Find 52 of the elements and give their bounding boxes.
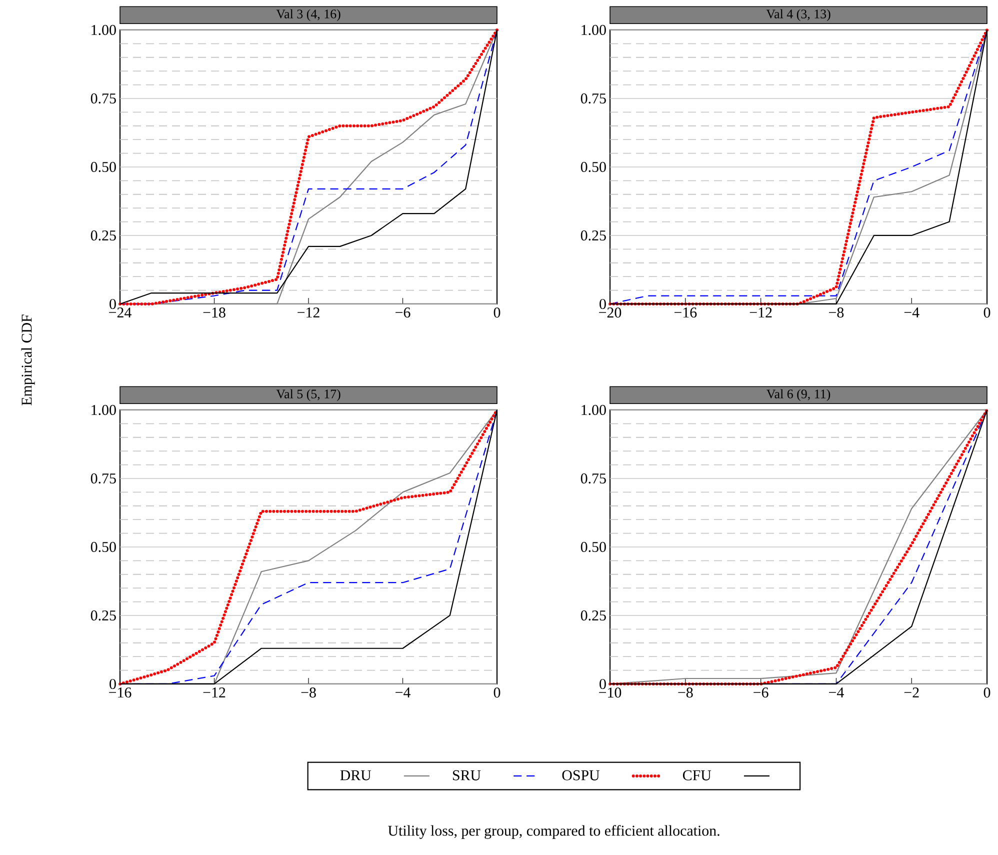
y-tick-label: 0 — [600, 298, 606, 310]
x-tick-label: 0 — [494, 308, 500, 318]
x-tick-label: −12 — [750, 308, 772, 318]
legend-label: OSPU — [562, 770, 600, 780]
chart-title: Val 3 (4, 16) — [276, 9, 340, 21]
x-tick-label: −6 — [396, 308, 410, 318]
legend-label: SRU — [452, 770, 481, 780]
y-tick-label: 1.00 — [92, 404, 116, 416]
x-tick-label: 0 — [984, 308, 990, 318]
x-tick-label: −12 — [203, 688, 226, 698]
chart-title: Val 5 (5, 17) — [276, 389, 340, 401]
x-tick-label: −8 — [829, 308, 844, 318]
x-tick-label: −16 — [109, 688, 132, 698]
y-tick-label: 0.75 — [90, 93, 116, 104]
x-tick-label: 0 — [494, 688, 500, 698]
legend-label: CFU — [682, 770, 712, 780]
y-tick-label: 0 — [110, 678, 116, 690]
x-tick-label: −4 — [396, 688, 410, 698]
x-tick-label: −16 — [674, 308, 697, 318]
y-axis-title: Empirical CDF — [21, 314, 35, 406]
y-tick-label: 0.25 — [580, 230, 606, 241]
x-tick-label: −4 — [829, 688, 844, 698]
x-tick-label: −6 — [754, 688, 768, 698]
x-tick-label: −12 — [298, 308, 320, 318]
y-tick-label: 0.75 — [580, 93, 606, 104]
x-tick-label: −10 — [599, 688, 622, 698]
y-tick-label: 0.25 — [90, 230, 116, 241]
x-tick-label: −4 — [904, 308, 920, 318]
y-tick-label: 0.50 — [580, 162, 606, 172]
y-tick-label: 1.00 — [92, 24, 116, 36]
y-tick-label: 0.50 — [90, 542, 116, 552]
y-tick-label: 1.00 — [582, 24, 606, 36]
y-tick-label: 0 — [110, 298, 116, 310]
chart-title: Val 4 (3, 13) — [766, 9, 830, 21]
y-tick-label: 0.50 — [90, 162, 116, 172]
x-tick-label: −18 — [203, 308, 226, 318]
y-tick-label: 0.50 — [580, 542, 606, 552]
legend-label: DRU — [340, 770, 372, 780]
y-tick-label: 0.25 — [90, 610, 116, 621]
x-tick-label: −2 — [904, 688, 919, 698]
x-tick-label: 0 — [984, 688, 990, 698]
y-tick-label: 0.25 — [580, 610, 606, 621]
y-tick-label: 0.75 — [580, 473, 606, 484]
x-tick-label: −8 — [678, 688, 693, 698]
y-tick-label: 0.75 — [90, 473, 116, 484]
y-tick-label: 0 — [600, 678, 606, 690]
x-tick-label: −8 — [301, 688, 316, 698]
x-tick-label: −24 — [109, 308, 132, 318]
x-axis-title: Utility loss, per group, compared to efficient allocation. — [388, 825, 720, 839]
y-tick-label: 1.00 — [582, 404, 606, 416]
x-tick-label: −20 — [599, 308, 622, 318]
chart-title: Val 6 (9, 11) — [766, 389, 830, 401]
